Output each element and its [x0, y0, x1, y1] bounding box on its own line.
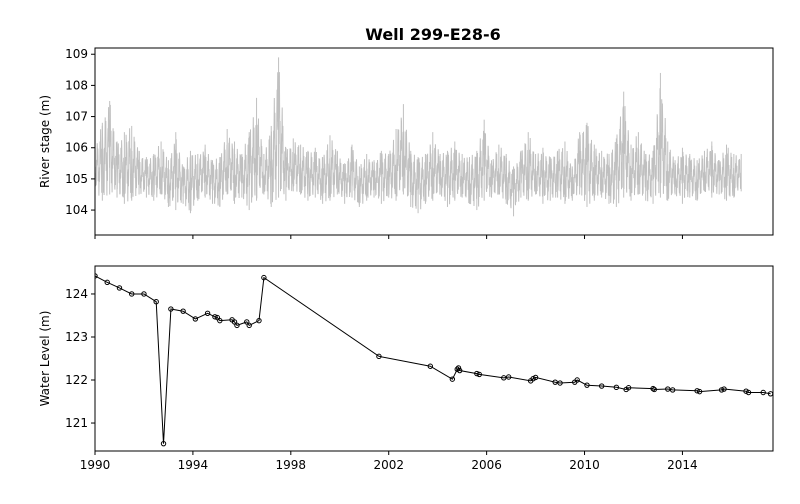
water-level-point: [457, 367, 463, 374]
y-tick-label: 106: [65, 141, 88, 155]
water-level-point: [574, 377, 580, 383]
water-level-point: [180, 308, 186, 314]
water-level-point: [246, 322, 252, 329]
water-level-point: [212, 314, 218, 320]
water-level-point: [455, 365, 462, 371]
water-level-point: [625, 385, 632, 391]
water-level-point: [141, 291, 147, 297]
water-level-point: [694, 388, 700, 394]
water-level-point: [261, 274, 267, 281]
x-tick-label: 1998: [276, 458, 307, 472]
y-axis-label: River stage (m): [38, 95, 52, 188]
water-level-point: [116, 285, 123, 291]
water-level-point: [153, 299, 159, 305]
water-level-point: [665, 386, 671, 392]
axes-frame: [94, 265, 774, 452]
x-tick-label: 1990: [80, 458, 111, 472]
x-tick-label: 2002: [373, 458, 404, 472]
water-level-point: [501, 375, 507, 381]
x-tick-label: 2014: [667, 458, 698, 472]
water-level-point: [476, 371, 482, 378]
water-level-point: [376, 353, 382, 360]
water-level-point: [449, 376, 456, 382]
x-tick-label: 1994: [178, 458, 209, 472]
water-level-point: [613, 384, 620, 391]
water-level-point: [584, 382, 590, 388]
water-level-point: [474, 370, 480, 377]
y-tick-label: 122: [65, 373, 88, 387]
y-tick-label: 109: [65, 47, 88, 61]
water-level-point: [104, 279, 110, 286]
y-tick-label: 105: [65, 172, 88, 186]
y-tick-label: 108: [65, 78, 88, 92]
water-level-point: [231, 319, 238, 325]
water-level-point: [244, 319, 250, 325]
water-level-point: [745, 389, 752, 396]
water-level-point: [696, 388, 703, 395]
bottom-panel: 121 122 123 124 1990 1994 1998 2002 2006 2010 2014…: [38, 265, 774, 472]
water-level-point: [204, 310, 211, 317]
water-level-point: [160, 440, 167, 447]
water-level-point: [217, 317, 223, 324]
x-tick-label: 2010: [569, 458, 600, 472]
top-panel: 104 105 106 107 108 109 River stage (m): [38, 47, 774, 239]
water-level-point: [234, 322, 240, 329]
water-level-point: [718, 387, 725, 393]
water-level-point: [760, 389, 766, 396]
water-level-point: [669, 387, 676, 393]
water-level-point: [168, 306, 174, 312]
x-tick-label: 2006: [471, 458, 502, 472]
y-tick-label: 104: [65, 203, 88, 217]
water-level-point: [651, 386, 657, 393]
water-level-point: [557, 380, 563, 386]
water-level-point: [532, 374, 539, 381]
water-level-point: [129, 291, 135, 297]
water-level-point: [192, 316, 199, 322]
plot-area: [95, 57, 742, 217]
y-tick-label: 124: [65, 287, 88, 301]
chart-title: Well 299-E28-6: [365, 25, 500, 44]
water-level-point: [598, 383, 605, 389]
y-tick-label: 121: [65, 416, 88, 430]
water-level-point: [505, 374, 512, 380]
plot-area: [95, 273, 773, 447]
water-level-point: [721, 386, 727, 392]
water-level-point: [256, 317, 262, 324]
y-axis-label: Water Level (m): [38, 311, 52, 407]
axes-frame: [94, 47, 774, 236]
water-level-point: [552, 379, 558, 385]
y-tick-label: 107: [65, 110, 88, 124]
y-tick-label: 123: [65, 330, 88, 344]
water-level-point: [427, 363, 434, 369]
